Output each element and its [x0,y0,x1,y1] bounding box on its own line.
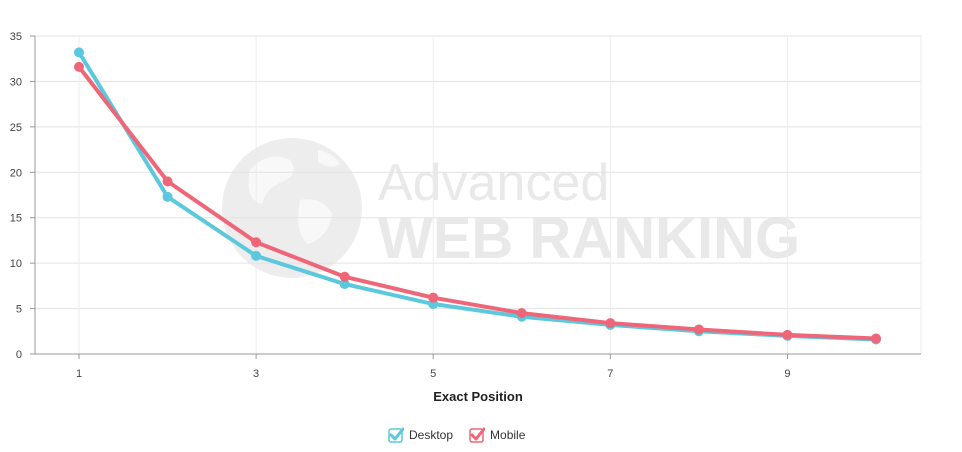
x-tick-label: 3 [253,368,259,380]
series [74,47,881,345]
legend: Desktop Mobile [388,427,525,443]
data-point-desktop[interactable] [162,191,173,202]
data-point-mobile[interactable] [162,176,173,187]
series-line-mobile [77,64,878,341]
data-point-mobile[interactable] [428,292,439,303]
y-tick-label: 5 [16,304,22,316]
checkbox-checked-icon[interactable] [469,427,486,443]
data-point-mobile[interactable] [871,333,881,344]
x-tick-label: 1 [76,368,82,380]
data-point-mobile[interactable] [251,237,262,248]
data-point-mobile[interactable] [516,308,527,319]
y-tick-label: 15 [10,213,22,225]
data-point-desktop[interactable] [251,250,262,261]
data-point-mobile[interactable] [605,318,616,329]
data-point-desktop[interactable] [74,47,84,58]
y-tick-label: 35 [10,31,22,43]
data-point-mobile[interactable] [74,61,84,72]
x-tick-label: 9 [784,368,790,380]
y-tick-label: 0 [16,349,22,361]
grid [35,35,922,354]
watermark: Advanced WEB RANKING [222,138,800,278]
legend-item-desktop[interactable]: Desktop [388,427,453,443]
y-tick-label: 30 [10,76,22,88]
x-tick-label: 5 [430,368,436,380]
legend-label: Mobile [490,428,526,442]
data-point-desktop[interactable] [339,279,350,290]
checkbox-checked-icon[interactable] [388,427,404,443]
data-point-mobile[interactable] [693,324,704,335]
legend-item-mobile[interactable]: Mobile [469,427,525,443]
y-tick-label: 10 [10,258,22,270]
y-tick-label: 20 [10,167,22,179]
x-axis-title: Exact Position [433,389,523,404]
watermark-line2: WEB RANKING [378,206,800,271]
data-point-mobile[interactable] [782,329,793,340]
watermark-line1: Advanced [378,154,609,212]
data-point-mobile[interactable] [339,271,350,282]
x-tick-label: 7 [607,368,613,380]
legend-label: Desktop [409,428,454,442]
y-tick-label: 25 [10,122,22,134]
